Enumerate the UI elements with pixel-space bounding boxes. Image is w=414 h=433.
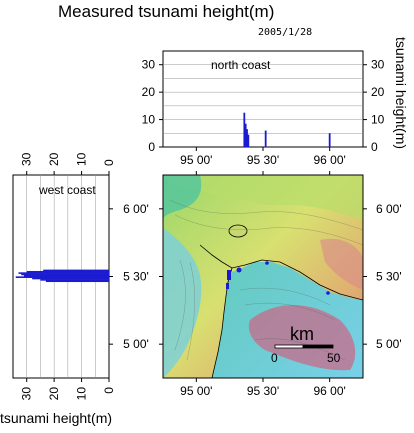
map-ytick-label: 6 00' <box>376 202 402 216</box>
map-survey-points <box>226 261 330 295</box>
north-bar <box>244 123 247 147</box>
west-coast-panel: 0 10 20 30 0 10 20 30 west coast tsunami heigh… <box>0 152 116 426</box>
west-panel-label: west coast <box>38 183 96 197</box>
island <box>228 224 248 238</box>
map-contours <box>169 199 363 361</box>
north-ytick-label-right: 10 <box>371 113 385 127</box>
north-bar <box>246 129 248 147</box>
west-xlabel: tsunami height(m) <box>0 410 112 426</box>
north-xtick-label: 96 00' <box>314 153 346 167</box>
map-axis-ticks <box>159 171 367 382</box>
north-gridlines <box>163 64 363 134</box>
north-bar <box>243 112 246 147</box>
north-bar <box>247 134 250 147</box>
date-label: 2005/1/28 <box>258 27 312 38</box>
west-bar <box>40 279 109 281</box>
map-scale-bar: km 0 50 <box>271 324 341 365</box>
north-ytick-label-right: 30 <box>371 58 385 72</box>
north-panel-label: north coast <box>211 58 271 72</box>
west-xaxis-bottom: 0 10 20 30 <box>20 378 116 400</box>
west-xtick-label-top: 0 <box>102 159 116 166</box>
north-bars <box>243 112 331 147</box>
west-xtick-label-bottom: 30 <box>20 387 34 401</box>
west-xaxis-top: 0 10 20 30 <box>20 152 116 175</box>
coastline-west <box>211 267 233 378</box>
north-xtick-label: 95 00' <box>180 153 212 167</box>
map-xtick-label: 95 00' <box>180 384 212 398</box>
north-ytick-label-left: 20 <box>142 85 156 99</box>
west-bars <box>15 269 110 283</box>
map-sea-west <box>163 228 202 378</box>
map-land-north-shore <box>163 175 363 220</box>
west-bar <box>23 275 109 277</box>
coastline <box>199 244 363 301</box>
north-bar <box>328 133 331 147</box>
west-ytick-label: 5 00' <box>123 337 149 351</box>
west-bar <box>26 270 109 273</box>
north-xaxis-labels: 95 00' 95 30' 96 00' <box>180 147 346 167</box>
north-ytick-label-left: 30 <box>142 58 156 72</box>
west-xtick-label-top: 30 <box>20 152 34 166</box>
west-yaxis-labels: 5 00' 5 30' 6 00' <box>109 202 149 351</box>
scale-bar-black <box>302 344 334 349</box>
west-bar <box>15 276 109 278</box>
north-ylabel: tsunami height(m) <box>393 37 409 149</box>
map-ytick-label: 5 30' <box>376 270 402 284</box>
map-highland-ridge <box>248 305 356 371</box>
north-xtick-label: 95 30' <box>247 153 279 167</box>
north-ytick-label-left: 0 <box>148 140 155 154</box>
west-bar <box>32 277 110 280</box>
west-xtick-label-bottom: 0 <box>102 387 116 394</box>
north-ytick-label-right: 20 <box>371 85 385 99</box>
map-axis-labels: 95 00' 95 30' 96 00' 5 00' 5 30' 6 00' <box>180 202 401 398</box>
west-bar <box>45 280 109 283</box>
north-ytick-label-left: 10 <box>142 113 156 127</box>
west-bar <box>43 269 109 272</box>
map-panel: km 0 50 <box>159 171 367 382</box>
figure-title: Measured tsunami height(m) <box>58 2 274 21</box>
north-yaxis-left: 0 10 20 30 <box>142 58 163 154</box>
west-xtick-label-top: 20 <box>47 152 61 166</box>
north-bar <box>264 130 267 147</box>
scale-bar-white <box>274 344 304 349</box>
west-bar <box>21 273 110 276</box>
map-land <box>163 175 363 378</box>
west-xtick-label-bottom: 10 <box>75 387 89 401</box>
west-ytick-label: 6 00' <box>123 202 149 216</box>
west-xtick-label-bottom: 20 <box>47 387 61 401</box>
map-xtick-label: 96 00' <box>314 384 346 398</box>
scale-bar-unit: km <box>290 324 314 344</box>
scale-bar-tick-50: 50 <box>327 351 341 365</box>
map-sea-nw <box>163 175 202 218</box>
map-highland-east <box>320 238 363 290</box>
north-coast-panel: 0 10 20 30 0 10 20 30 north coast tsunami heig… <box>142 37 409 154</box>
west-ytick-label: 5 30' <box>123 270 149 284</box>
west-xtick-label-top: 10 <box>75 152 89 166</box>
scale-bar-tick-0: 0 <box>271 351 278 365</box>
map-ytick-label: 5 00' <box>376 337 402 351</box>
north-yaxis-right: 0 10 20 30 <box>363 58 385 154</box>
map-xtick-label: 95 30' <box>247 384 279 398</box>
west-bar <box>18 272 109 274</box>
north-ytick-label-right: 0 <box>371 140 378 154</box>
